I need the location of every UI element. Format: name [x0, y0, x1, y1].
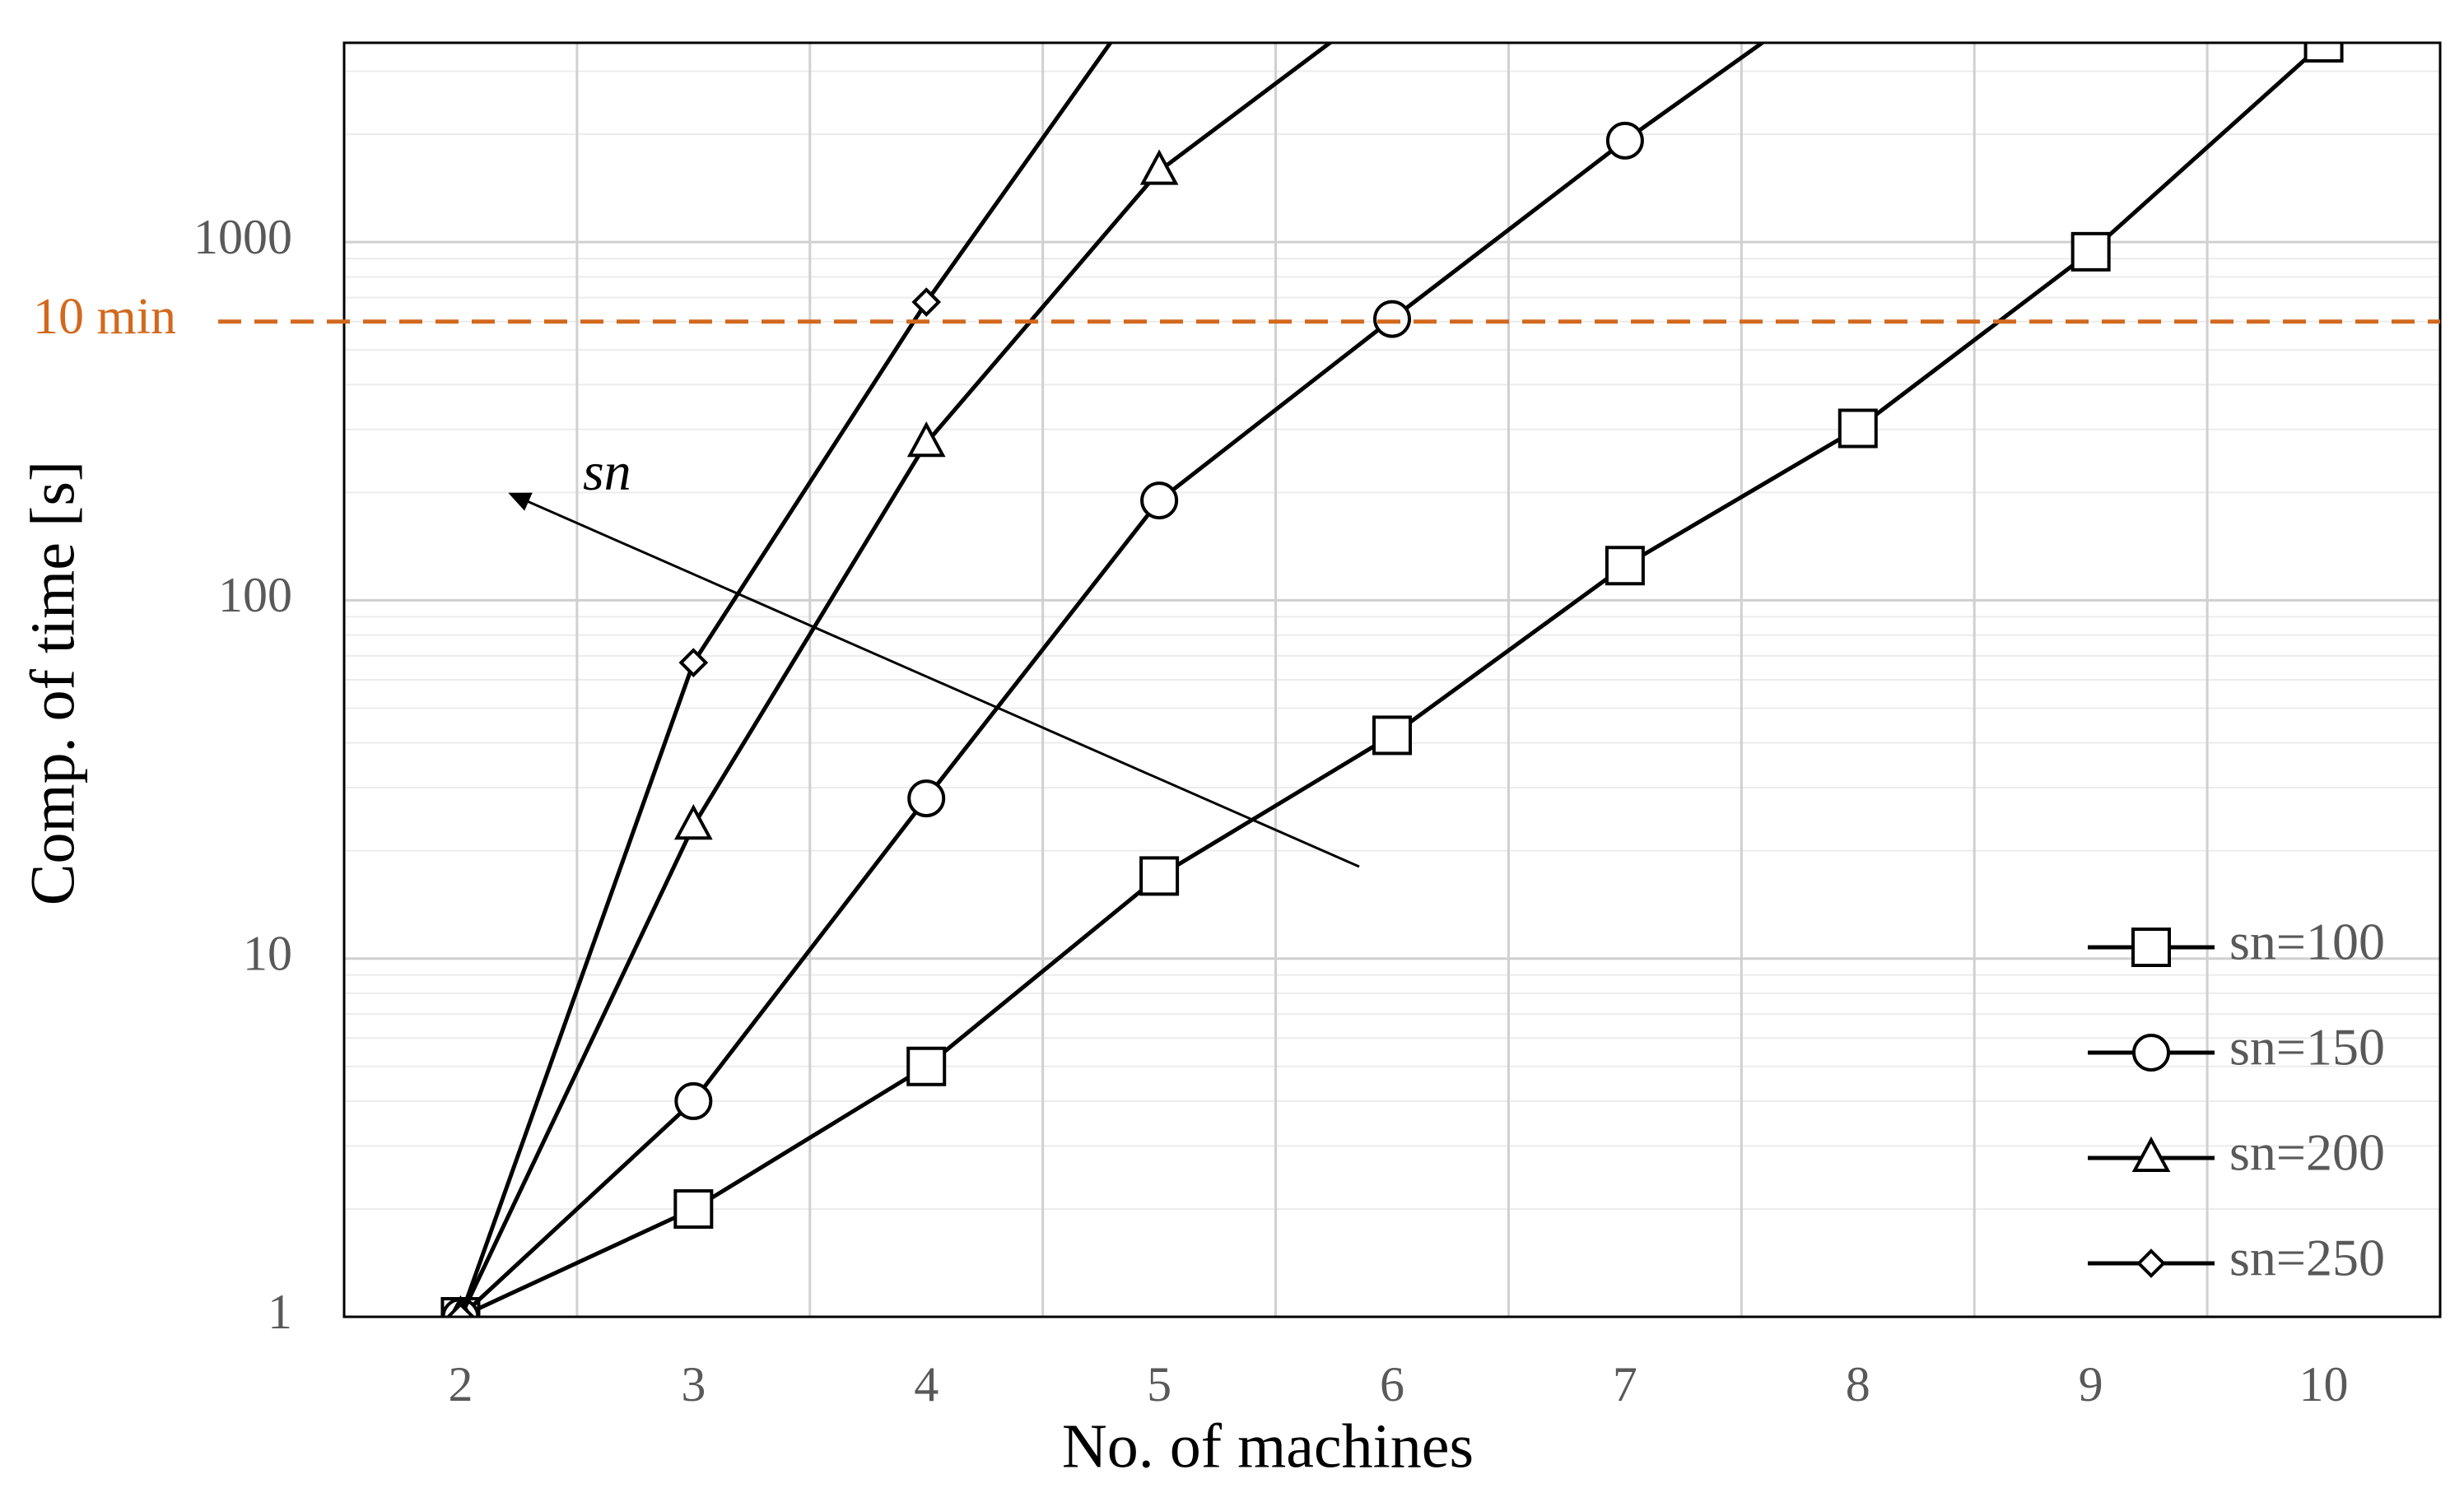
- x-tick-label: 9: [2079, 1357, 2103, 1411]
- marker: [1139, 149, 1179, 185]
- x-axis-label: No. of machines: [1062, 1411, 1474, 1481]
- marker: [445, 1302, 476, 1317]
- plot-frame: [342, 41, 2442, 1318]
- legend-label: sn=250: [2229, 1229, 2385, 1287]
- x-tick-label: 10: [2299, 1357, 2349, 1411]
- marker: [2303, 43, 2344, 63]
- marker: [678, 648, 709, 677]
- marker: [1838, 408, 1878, 449]
- marker: [2070, 231, 2111, 272]
- marker: [1605, 546, 1645, 586]
- threshold-label: 10 min: [33, 289, 176, 345]
- legend-label: sn=100: [2229, 913, 2385, 971]
- marker: [674, 1081, 713, 1120]
- marker: [673, 803, 713, 840]
- marker: [1139, 856, 1180, 896]
- marker: [673, 1188, 714, 1229]
- series-line: [459, 43, 1113, 1317]
- x-tick-label: 7: [1613, 1357, 1637, 1411]
- annotation: sn: [583, 442, 631, 502]
- marker: [1373, 300, 1411, 338]
- y-tick-label: 10: [243, 926, 292, 980]
- annotation-arrow: [508, 492, 1360, 868]
- marker: [1372, 715, 1412, 756]
- marker: [2131, 1136, 2171, 1172]
- marker: [2136, 1249, 2166, 1278]
- marker: [1140, 481, 1179, 520]
- x-tick-label: 8: [1846, 1357, 1870, 1411]
- series-line: [459, 43, 1766, 1317]
- y-tick-label: 1000: [193, 210, 292, 264]
- legend-label: sn=150: [2229, 1018, 2385, 1077]
- y-tick-label: 100: [218, 568, 292, 622]
- marker: [906, 421, 946, 458]
- series-line: [459, 43, 1334, 1317]
- marker: [911, 287, 942, 317]
- marker: [907, 779, 946, 818]
- y-axis-label: Comp. of time [s]: [18, 461, 87, 905]
- marker: [906, 1046, 947, 1086]
- x-tick-label: 3: [681, 1357, 706, 1411]
- x-tick-label: 6: [1380, 1357, 1404, 1411]
- marker: [2131, 928, 2171, 967]
- marker: [2132, 1034, 2170, 1072]
- marker: [1605, 121, 1644, 160]
- x-tick-label: 5: [1147, 1357, 1171, 1411]
- x-tick-label: 4: [914, 1357, 939, 1411]
- marker: [1376, 0, 1409, 8]
- legend-label: sn=200: [2229, 1123, 2385, 1182]
- y-tick-label: 1: [268, 1285, 292, 1339]
- x-tick-label: 2: [448, 1357, 473, 1411]
